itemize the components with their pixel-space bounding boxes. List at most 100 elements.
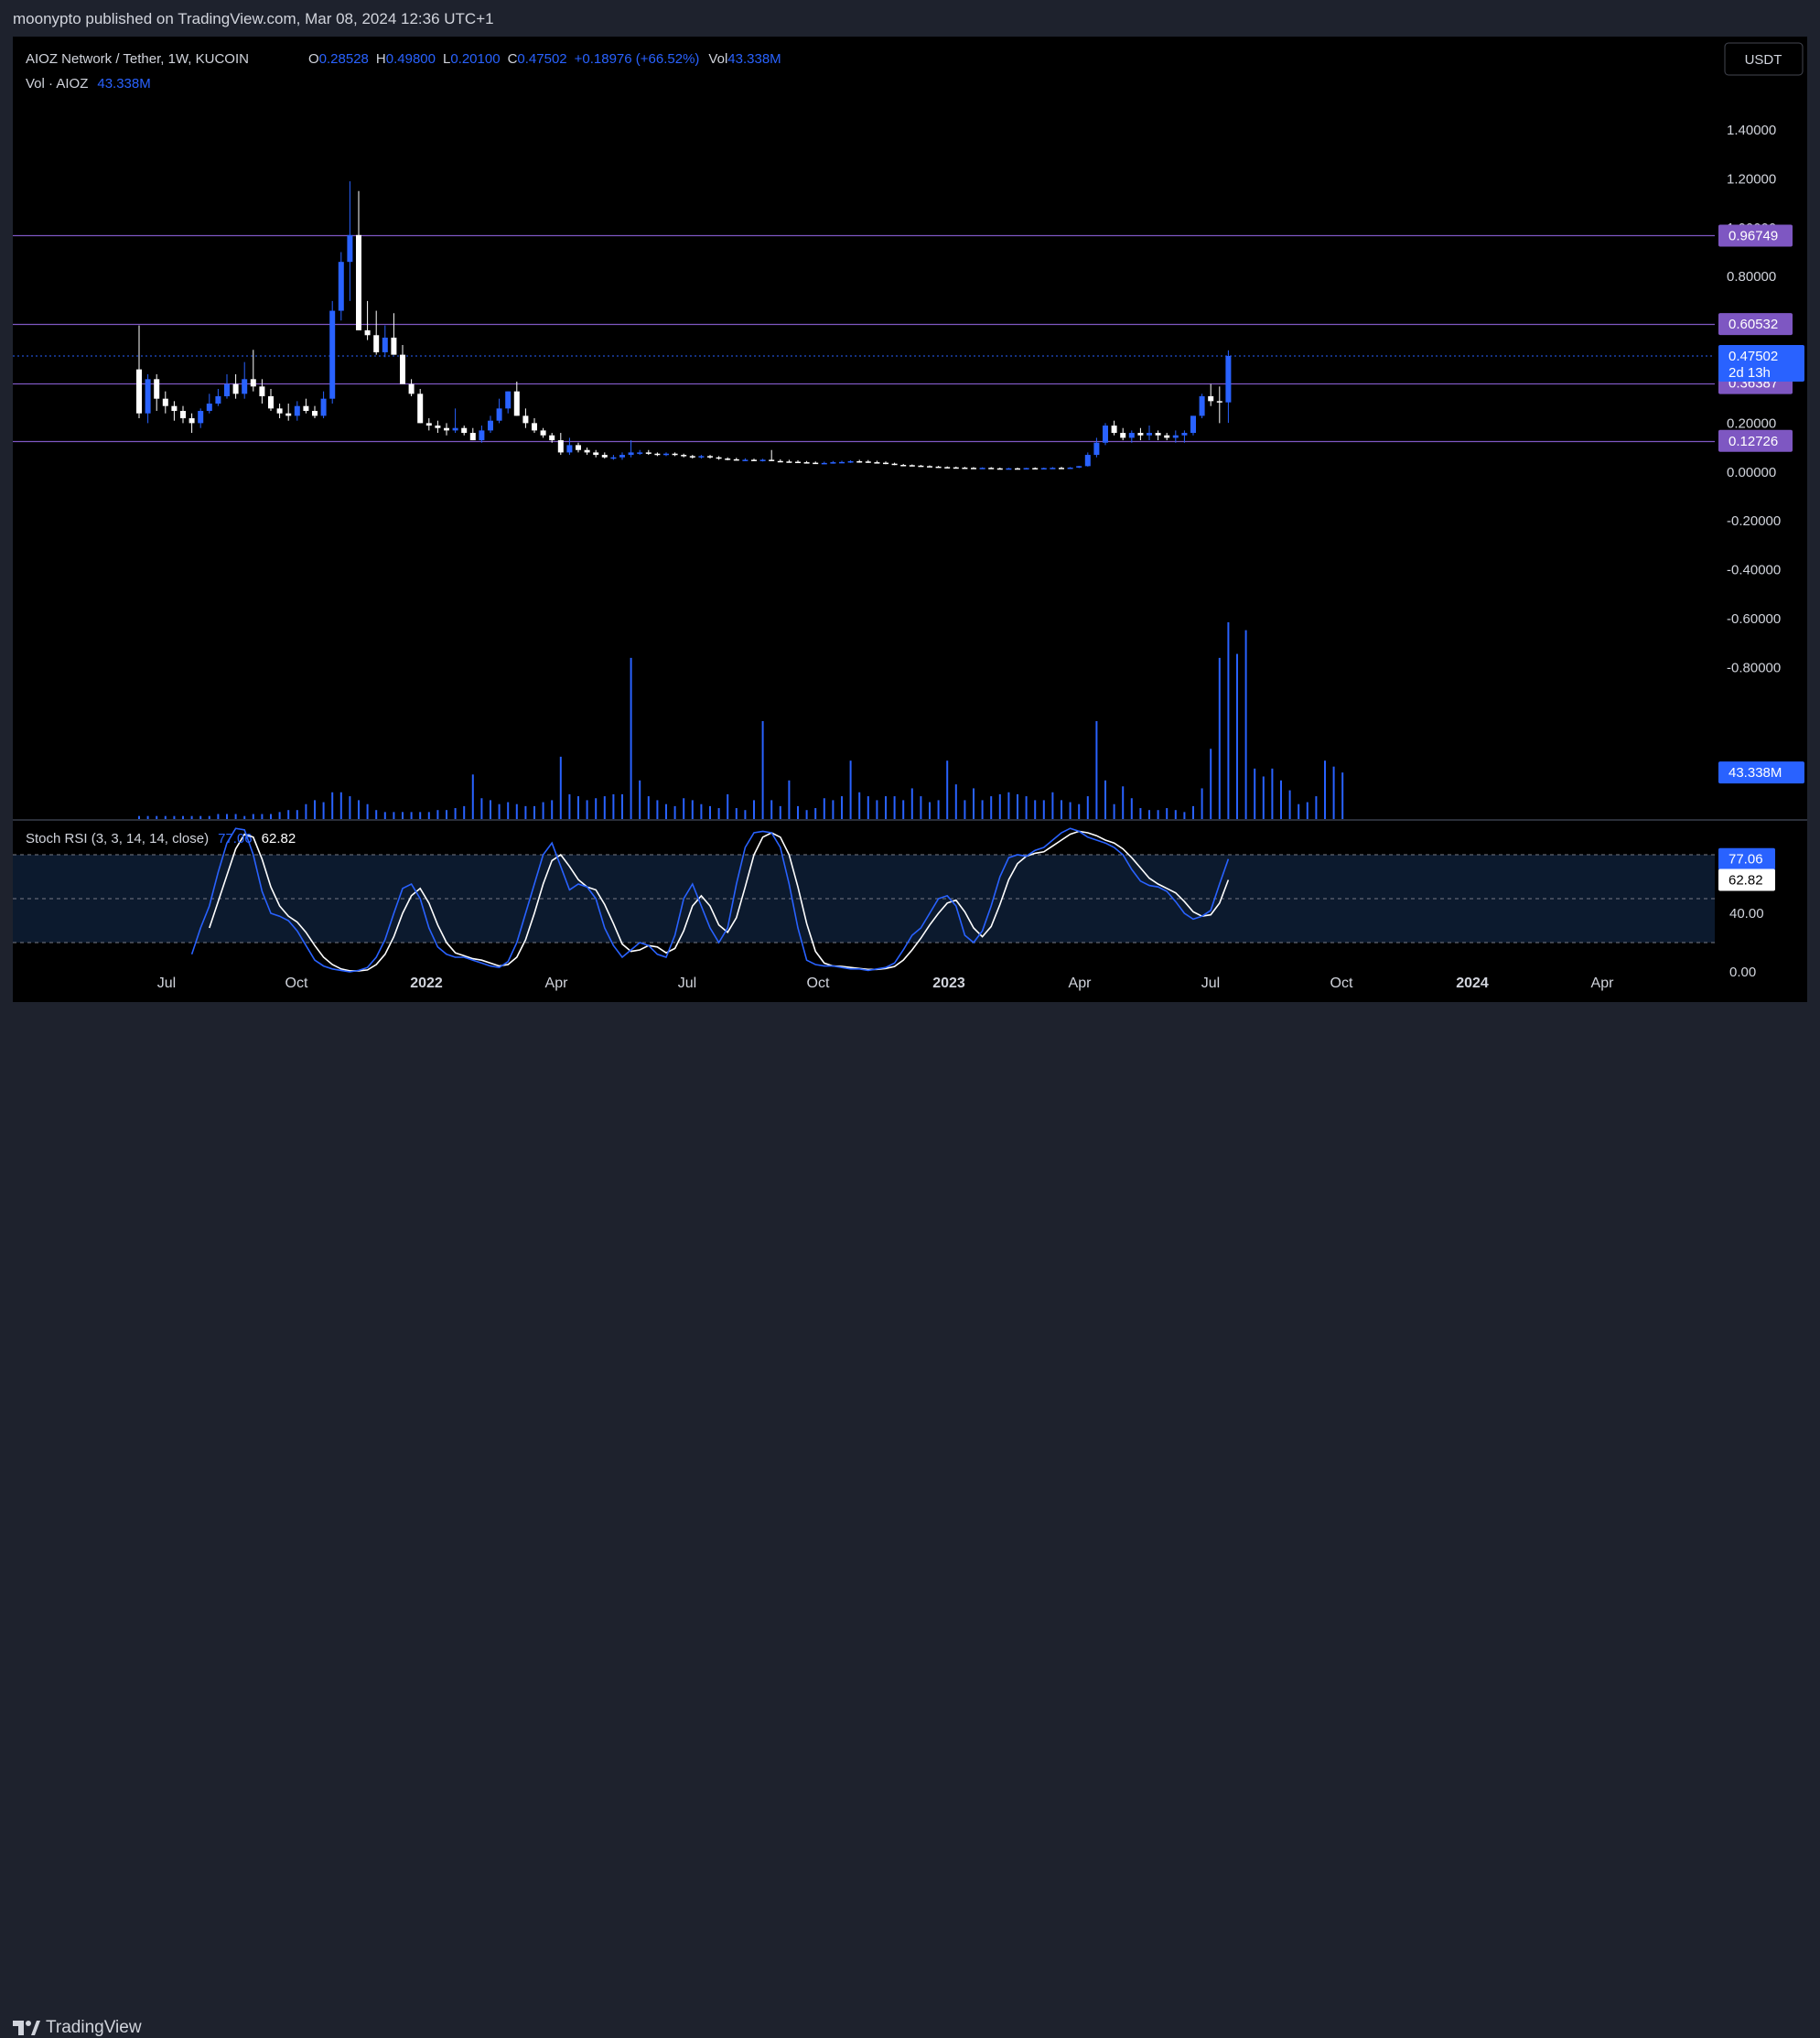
candle-body <box>136 369 142 414</box>
candle <box>707 455 713 459</box>
candle-body <box>268 396 274 409</box>
candle-body <box>628 452 634 456</box>
candle-body <box>1199 396 1205 416</box>
candle-body <box>224 383 230 397</box>
candle-body <box>645 452 652 454</box>
volume-bar <box>278 812 281 820</box>
candle <box>944 466 951 469</box>
candle-body <box>206 404 212 412</box>
volume-bar <box>314 800 316 820</box>
volume-bar <box>1192 805 1194 820</box>
candle-body <box>1023 468 1029 469</box>
candle <box>320 391 327 419</box>
candle <box>584 447 590 456</box>
volume-bar <box>1315 796 1318 820</box>
time-axis: Jul Oct 2022 Apr Jul Oct 2023 Apr Jul Oct 2024 Apr <box>157 976 1614 991</box>
candle <box>786 459 792 463</box>
volume-bar <box>1324 760 1326 820</box>
candle-body <box>425 423 432 426</box>
time-tick-label: 2024 <box>1456 976 1489 991</box>
candle-body <box>672 453 678 456</box>
candle <box>1084 452 1091 467</box>
candle <box>865 459 871 463</box>
price-tick-label: -0.60000 <box>1727 611 1781 627</box>
volume-bar <box>1157 810 1159 820</box>
candle-body <box>759 459 766 461</box>
tradingview-logo[interactable]: TradingView <box>13 2018 142 2038</box>
candle <box>988 467 995 469</box>
candle-body <box>979 468 985 469</box>
candle-body <box>1164 435 1170 438</box>
time-tick-label: Oct <box>807 976 830 991</box>
volume-bar <box>182 815 184 820</box>
volume-bar <box>1262 776 1265 820</box>
volume-bar <box>770 800 773 820</box>
legend-l-value: 0.20100 <box>450 51 500 67</box>
candle-body <box>681 455 687 457</box>
time-tick-label: Apr <box>1069 976 1093 991</box>
candle-body <box>707 456 713 458</box>
volume-bar <box>1017 793 1018 820</box>
volume-bar <box>797 805 799 820</box>
candle <box>742 458 748 461</box>
candle <box>338 252 344 321</box>
candle <box>522 408 529 428</box>
last-price-countdown: 2d 13h <box>1728 365 1771 381</box>
candle <box>909 464 915 467</box>
candle <box>171 401 178 421</box>
candle <box>356 190 361 330</box>
candle-body <box>777 460 783 463</box>
stoch-d-line <box>209 830 1230 972</box>
volume-bar <box>1130 798 1133 820</box>
candle <box>461 426 468 436</box>
volume-bar <box>243 815 246 820</box>
chart-container[interactable]: AIOZ Network / Tether, 1W, KUCOIN O0.285… <box>13 37 1807 1002</box>
volume-bar <box>226 814 228 820</box>
candle-body <box>1032 468 1039 469</box>
candle-body <box>1190 415 1196 434</box>
time-tick-label: Jul <box>678 976 696 991</box>
volume-bar <box>717 808 720 820</box>
volume-bar <box>665 803 667 820</box>
volume-bar <box>647 796 650 820</box>
volume-bar <box>841 796 843 820</box>
time-tick-label: Apr <box>545 976 569 991</box>
candle <box>1164 433 1170 441</box>
level-badge: 0.60532 <box>1718 313 1793 336</box>
bottom-bar: TradingView <box>0 1002 1820 2037</box>
candle <box>759 458 766 462</box>
candle <box>435 420 441 434</box>
volume-legend-value: 43.338M <box>97 76 150 92</box>
volume-bar <box>946 760 949 820</box>
candle <box>830 460 836 464</box>
volume-bar <box>858 792 861 820</box>
rsi-band-lines <box>13 854 1715 944</box>
candle <box>250 350 256 392</box>
candle-body <box>1208 396 1214 402</box>
time-tick-label: Oct <box>285 976 308 991</box>
candle-body <box>619 455 625 458</box>
candle-body <box>900 465 907 467</box>
volume-bar <box>1288 790 1291 820</box>
candle <box>532 418 537 434</box>
candle-body <box>408 383 415 394</box>
volume-bar <box>402 812 404 820</box>
volume-bar <box>1201 788 1203 820</box>
volume-bar <box>419 812 422 820</box>
volume-bar <box>1069 802 1072 820</box>
candle-body <box>1015 468 1020 470</box>
volume-bar <box>1139 808 1142 820</box>
volume-bar <box>436 810 439 820</box>
candle-body <box>953 467 959 469</box>
currency-button[interactable]: USDT <box>1724 42 1804 76</box>
chart-svg[interactable]: AIOZ Network / Tether, 1W, KUCOIN O0.285… <box>13 37 1807 1002</box>
candle-body <box>786 461 792 463</box>
candle <box>312 405 318 419</box>
volume-bar <box>990 796 993 820</box>
candle-body <box>1181 433 1188 436</box>
candle-body <box>944 467 951 469</box>
candle <box>400 344 405 384</box>
volume-bar <box>296 810 298 820</box>
candle-body <box>891 463 898 466</box>
candle-body <box>839 461 845 464</box>
